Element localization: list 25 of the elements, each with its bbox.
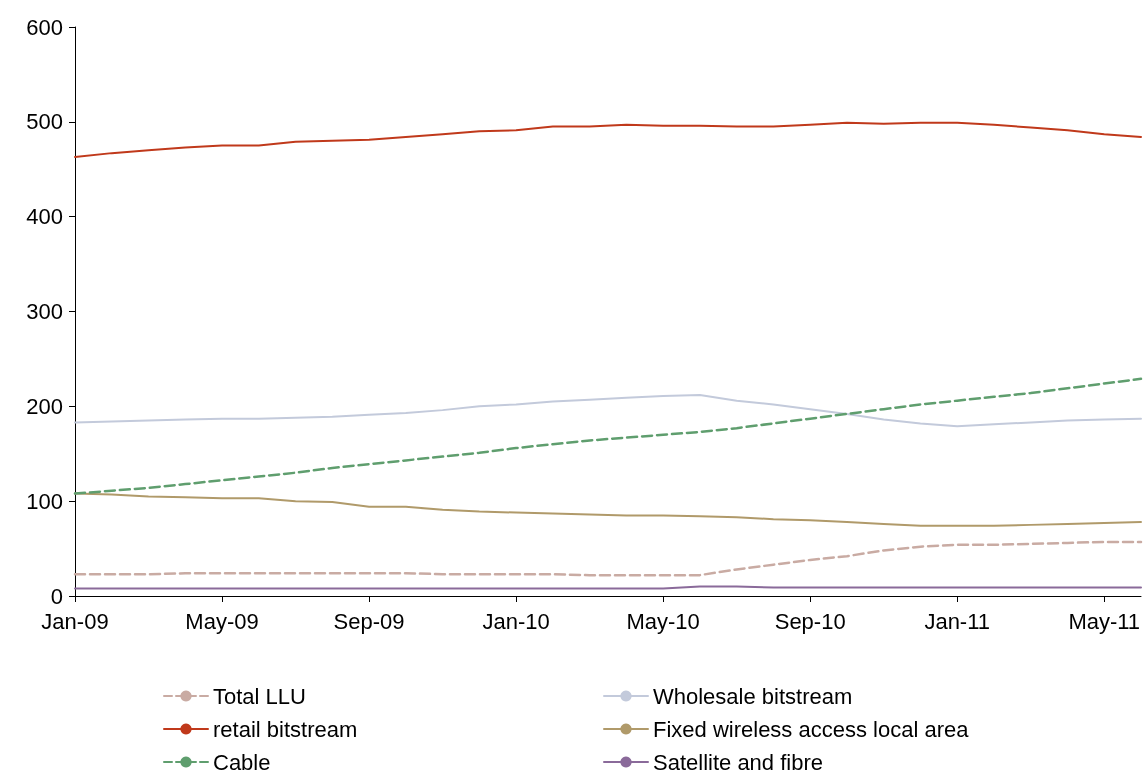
line-series xyxy=(73,540,1143,577)
legend-label: Wholesale bitstream xyxy=(653,683,853,709)
y-tick-label: 200 xyxy=(26,393,63,419)
y-tick-label: 400 xyxy=(26,204,63,230)
y-tick-label: 0 xyxy=(50,583,63,609)
x-tick-label: Jan-11 xyxy=(924,608,991,634)
y-tick-label: 500 xyxy=(26,109,63,135)
x-tick-label: May-11 xyxy=(1068,608,1141,634)
x-tick-label: May-09 xyxy=(185,608,259,634)
x-tick-label: Sep-10 xyxy=(774,608,846,634)
y-tick-label: 600 xyxy=(26,14,63,40)
y-tick-label: 100 xyxy=(26,488,63,514)
line-series xyxy=(74,393,1142,428)
x-tick-label: Jan-09 xyxy=(41,608,109,634)
legend-label: Fixed wireless access local area xyxy=(653,716,970,742)
line-series xyxy=(73,377,1143,495)
x-tick-label: May-10 xyxy=(626,608,700,634)
x-tick-label: Sep-09 xyxy=(333,608,405,634)
line-series xyxy=(74,121,1142,158)
legend-label: Cable xyxy=(213,749,271,775)
legend-label: Total LLU xyxy=(213,683,306,709)
y-tick-label: 300 xyxy=(26,299,63,324)
x-tick-label: Jan-10 xyxy=(482,608,550,634)
legend-label: retail bitstream xyxy=(213,716,358,742)
legend-label: Satellite and fibre xyxy=(653,749,823,775)
